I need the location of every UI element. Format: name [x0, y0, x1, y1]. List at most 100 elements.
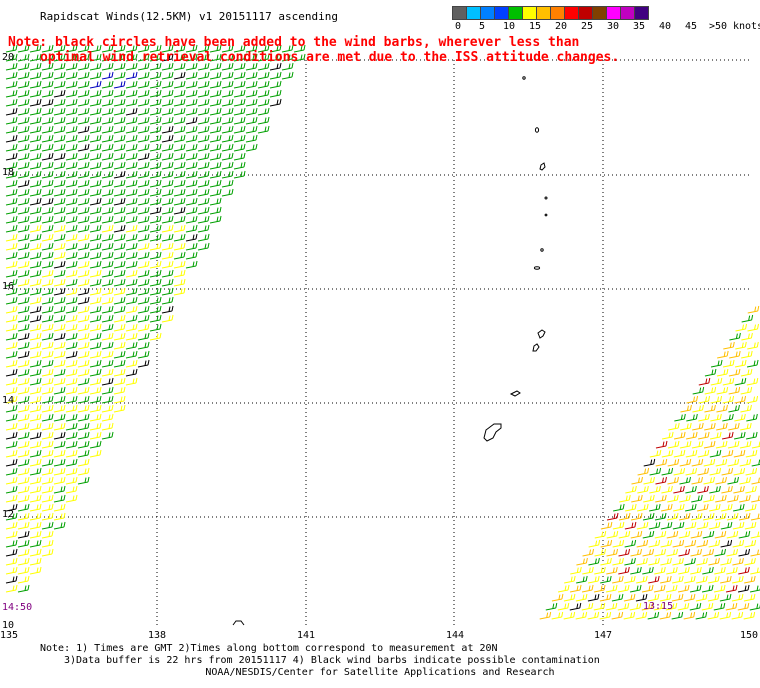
wind-barb: [715, 476, 727, 485]
wind-barb: [666, 512, 679, 521]
wind-barb: [29, 530, 42, 539]
wind-barb: [125, 197, 138, 206]
wind-barb: [113, 404, 126, 413]
wind-barb: [185, 89, 198, 98]
wind-barb: [221, 143, 234, 152]
wind-barb: [77, 44, 90, 53]
wind-barb: [101, 107, 114, 116]
wind-barb: [89, 170, 102, 179]
wind-barb: [29, 152, 42, 161]
wind-barb: [692, 422, 704, 431]
wind-barb: [137, 116, 150, 125]
wind-barb: [671, 593, 684, 602]
wind-barb: [221, 44, 234, 53]
wind-barb: [41, 341, 54, 350]
wind-barb: [17, 53, 30, 62]
wind-barb: [89, 71, 102, 80]
wind-barb: [89, 179, 102, 188]
wind-barb: [5, 152, 18, 161]
wind-barb: [613, 503, 625, 512]
wind-barb: [209, 98, 222, 107]
wind-barb: [101, 80, 114, 89]
wind-barb: [29, 458, 42, 467]
wind-barb: [113, 188, 126, 197]
wind-barb: [77, 341, 90, 350]
wind-barb: [660, 557, 672, 566]
wind-barb: [29, 548, 42, 557]
wind-barb: [575, 593, 588, 602]
wind-barb: [53, 404, 66, 413]
wind-barb: [221, 161, 234, 170]
wind-barb: [101, 125, 114, 134]
wind-barb: [5, 251, 18, 260]
wind-barb: [735, 341, 747, 350]
wind-barb: [678, 548, 691, 557]
wind-barb: [233, 152, 246, 161]
wind-barb: [101, 206, 114, 215]
wind-barb: [17, 287, 30, 296]
wind-barb: [5, 197, 18, 206]
wind-barb: [53, 350, 66, 359]
wind-barb: [29, 305, 42, 314]
wind-barb: [137, 134, 150, 143]
wind-barb: [173, 260, 186, 269]
wind-barb: [89, 188, 102, 197]
wind-barb: [125, 206, 138, 215]
wind-barb: [113, 296, 126, 305]
wind-barb: [53, 116, 66, 125]
wind-barb: [17, 260, 30, 269]
wind-barb: [149, 53, 162, 62]
wind-barb: [269, 80, 282, 89]
wind-barb: [17, 242, 30, 251]
wind-barb: [709, 503, 721, 512]
wind-barb: [684, 557, 696, 566]
wind-barb: [101, 260, 114, 269]
wind-barb: [41, 161, 54, 170]
lat-label-18: 18: [2, 167, 14, 178]
wind-barb: [113, 152, 126, 161]
wind-barb: [113, 359, 126, 368]
wind-barb: [221, 89, 234, 98]
wind-barb: [593, 584, 606, 593]
wind-barb: [600, 521, 613, 530]
wind-barb: [41, 395, 54, 404]
wind-barb: [29, 278, 42, 287]
wind-barb: [623, 593, 636, 602]
wind-barb: [713, 584, 726, 593]
wind-barb: [185, 134, 198, 143]
wind-barb: [233, 143, 246, 152]
wind-barb: [5, 44, 18, 53]
wind-barb: [113, 80, 126, 89]
wind-barb: [41, 224, 54, 233]
wind-barb: [125, 71, 138, 80]
wind-barb: [732, 539, 745, 548]
wind-barb: [149, 143, 162, 152]
wind-barb: [701, 584, 714, 593]
wind-barb: [185, 116, 198, 125]
wind-barb: [709, 431, 722, 440]
wind-barb: [173, 62, 186, 71]
wind-barb: [53, 332, 66, 341]
wind-barb: [89, 197, 102, 206]
wind-barb: [77, 134, 90, 143]
wind-barb: [161, 260, 174, 269]
wind-barb: [624, 557, 636, 566]
wind-barb: [727, 440, 740, 449]
wind-barb: [233, 116, 246, 125]
wind-barb: [125, 350, 138, 359]
wind-barb: [29, 368, 42, 377]
wind-barb: [740, 404, 752, 413]
wind-barb: [245, 116, 258, 125]
wind-barb: [747, 341, 759, 350]
wind-barb: [5, 575, 18, 584]
wind-barb: [89, 386, 102, 395]
wind-barb: [29, 386, 42, 395]
wind-barb: [197, 125, 210, 134]
wind-barb: [5, 296, 18, 305]
wind-barb: [733, 503, 745, 512]
wind-barb: [721, 503, 733, 512]
wind-barb: [101, 386, 114, 395]
wind-barb: [137, 296, 150, 305]
wind-barb: [245, 143, 258, 152]
wind-barb: [257, 98, 270, 107]
